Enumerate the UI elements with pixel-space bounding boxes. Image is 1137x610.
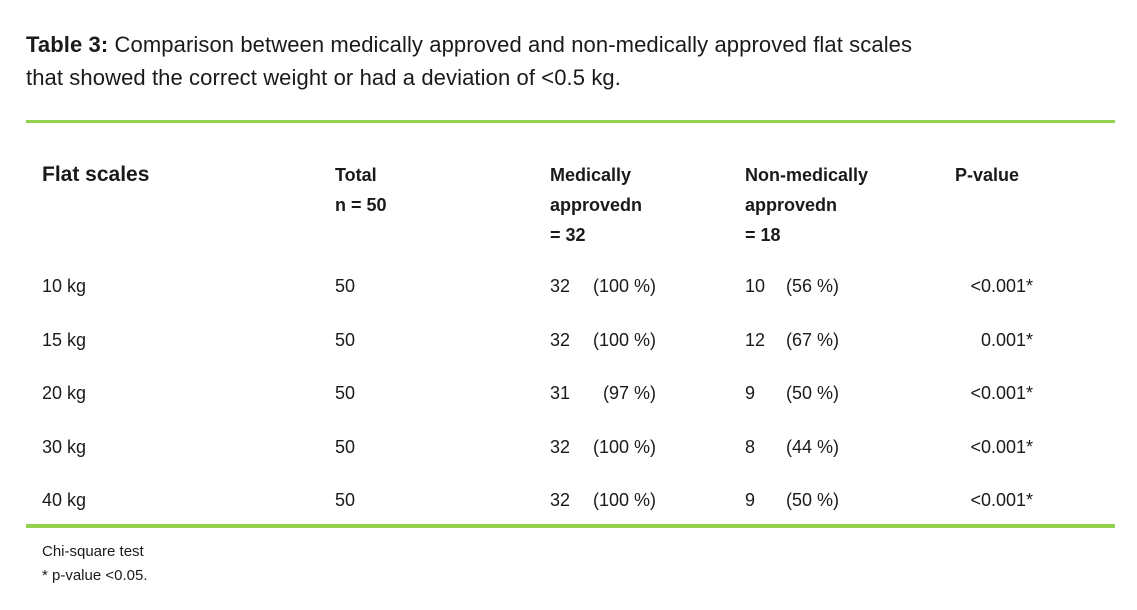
cell-non-medically-n: 8 (745, 436, 756, 457)
cell-medically-pct: (100 %) (592, 490, 656, 510)
cell-non-medically-n: 12 (745, 329, 766, 350)
header-medically-line2: approvedn (550, 195, 643, 215)
cell-weight: 30 kg (42, 436, 87, 457)
cell-medically: 31 (97 %) (550, 383, 656, 403)
table-row: 10 kg 50 32 (100 %) 10 (56 %) <0.001* (42, 276, 1115, 330)
cell-medically: 32 (100 %) (550, 437, 656, 457)
cell-total: 50 (335, 383, 356, 403)
cell-p-value: <0.001* (970, 383, 1033, 403)
cell-non-medically: 9 (50 %) (745, 383, 839, 403)
header-total-line2: n = 50 (335, 195, 387, 215)
cell-total: 50 (335, 490, 356, 510)
table-caption-label: Table 3: (26, 32, 109, 57)
header-non-medically-line1: Non-medically (745, 165, 869, 185)
cell-medically-n: 32 (550, 436, 571, 457)
cell-medically: 32 (100 %) (550, 330, 656, 350)
cell-weight: 15 kg (42, 329, 87, 350)
cell-medically-pct: (100 %) (592, 329, 656, 350)
cell-non-medically-pct: (44 %) (785, 436, 839, 457)
header-non-medically-approved: Non-medically approvedn = 18 (745, 160, 955, 250)
cell-non-medically-pct: (67 %) (785, 329, 839, 350)
cell-total: 50 (335, 276, 356, 296)
header-medically-approved: Medically approvedn = 32 (550, 160, 745, 250)
header-p-value: P-value (955, 165, 1020, 185)
cell-p-value: 0.001* (980, 329, 1033, 350)
table-caption-text: Comparison between medically approved an… (108, 32, 913, 57)
table-caption: Table 3: Comparison between medically ap… (26, 28, 912, 94)
header-total: Total n = 50 (335, 160, 550, 220)
table-row: 40 kg 50 32 (100 %) 9 (50 %) <0.001* (42, 490, 1115, 544)
cell-medically-n: 32 (550, 490, 571, 510)
header-medically-line3: = 32 (550, 225, 586, 245)
table-caption-line2: that showed the correct weight or had a … (26, 65, 621, 90)
table-row: 20 kg 50 31 (97 %) 9 (50 %) <0.001* (42, 383, 1115, 437)
header-total-line1: Total (335, 165, 377, 185)
cell-medically-n: 32 (550, 329, 571, 350)
cell-medically-pct: (97 %) (602, 383, 656, 403)
table-caption-line1: Table 3: Comparison between medically ap… (26, 28, 912, 61)
cell-non-medically: 8 (44 %) (745, 437, 839, 457)
cell-p-value: <0.001* (970, 490, 1033, 510)
table-header-row: Flat scales Total n = 50 Medically appro… (42, 160, 1115, 276)
header-flat-scales: Flat scales (42, 163, 150, 186)
flat-scales-table: Flat scales Total n = 50 Medically appro… (42, 160, 1115, 544)
cell-total: 50 (335, 436, 356, 457)
cell-medically-n: 32 (550, 276, 571, 296)
cell-non-medically-n: 9 (745, 383, 756, 403)
cell-total: 50 (335, 329, 356, 350)
cell-medically: 32 (100 %) (550, 276, 656, 296)
cell-non-medically-n: 10 (745, 276, 766, 296)
cell-medically-n: 31 (550, 383, 571, 403)
cell-weight: 20 kg (42, 383, 87, 403)
cell-medically-pct: (100 %) (592, 436, 656, 457)
cell-p-value: <0.001* (970, 276, 1033, 296)
header-non-medically-line3: = 18 (745, 225, 781, 245)
cell-medically: 32 (100 %) (550, 490, 656, 510)
cell-non-medically: 9 (50 %) (745, 490, 839, 510)
footnote-p-value: * p-value <0.05. (42, 567, 148, 584)
cell-non-medically-pct: (50 %) (785, 490, 839, 510)
header-medically-line1: Medically (550, 165, 632, 185)
cell-non-medically-pct: (50 %) (785, 383, 839, 403)
top-divider-rule (26, 120, 1115, 123)
cell-non-medically-n: 9 (745, 490, 756, 510)
table-row: 15 kg 50 32 (100 %) 12 (67 %) 0.001* (42, 330, 1115, 384)
cell-medically-pct: (100 %) (592, 276, 656, 296)
cell-non-medically-pct: (56 %) (785, 276, 839, 296)
cell-non-medically: 12 (67 %) (745, 330, 839, 350)
cell-weight: 40 kg (42, 490, 87, 510)
bottom-divider-rule (26, 524, 1115, 528)
table-row: 30 kg 50 32 (100 %) 8 (44 %) <0.001* (42, 437, 1115, 491)
footnote-chi-square: Chi-square test (42, 543, 144, 560)
cell-weight: 10 kg (42, 276, 87, 296)
cell-p-value: <0.001* (970, 436, 1033, 457)
cell-non-medically: 10 (56 %) (745, 276, 839, 296)
header-non-medically-line2: approvedn (745, 195, 838, 215)
table-footnote: Chi-square test * p-value <0.05. (42, 540, 148, 588)
